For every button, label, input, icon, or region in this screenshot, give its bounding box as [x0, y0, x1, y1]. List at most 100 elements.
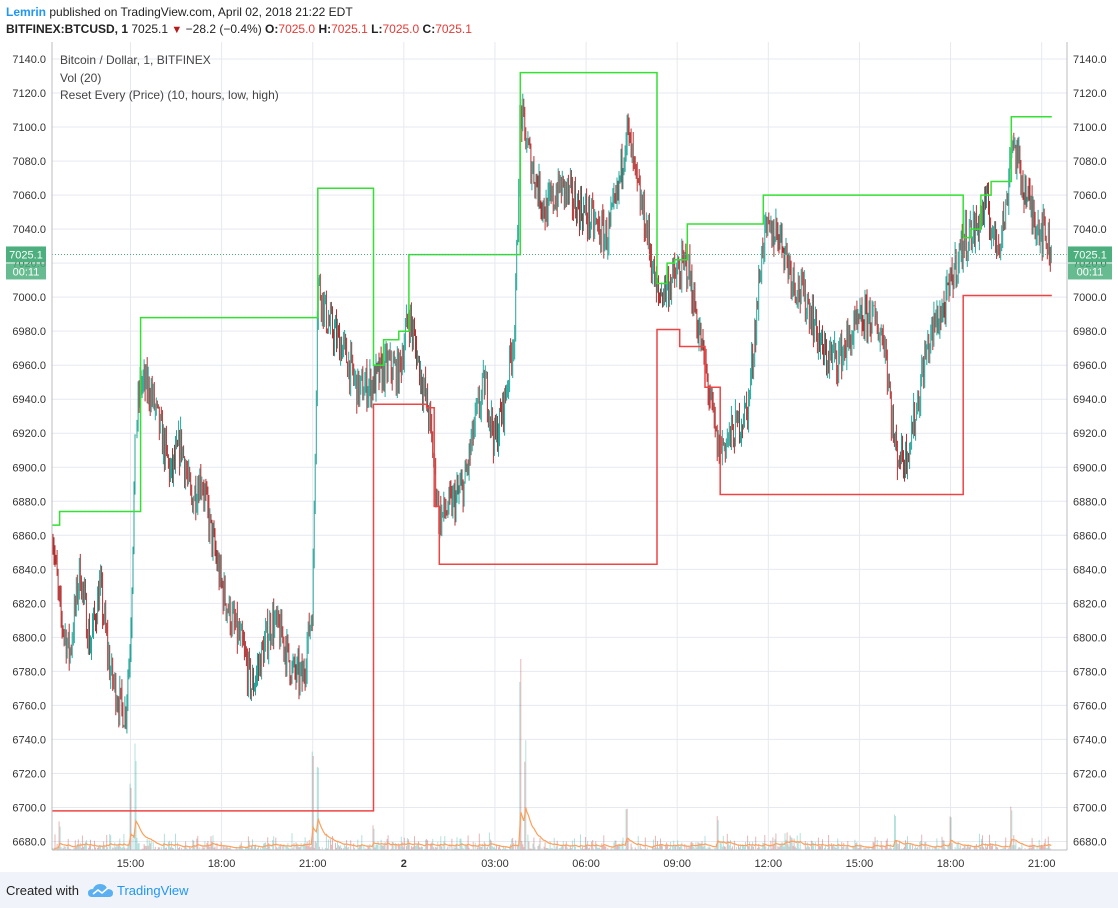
y-tick-label: 6760.0 — [1073, 700, 1107, 712]
y-tick-label: 6800.0 — [12, 632, 46, 644]
volume-ma-line — [51, 807, 1052, 851]
x-tick-label: 2 — [401, 858, 407, 870]
price-badge — [6, 246, 46, 263]
y-tick-label: 7000.0 — [12, 292, 46, 304]
symbol-name: BITFINEX:BTCUSD, 1 — [6, 22, 129, 36]
y-tick-label: 7000.0 — [1073, 292, 1107, 304]
y-tick-label: 6680.0 — [12, 836, 46, 848]
low-value: 7025.0 — [382, 22, 420, 36]
y-tick-label: 7040.0 — [12, 224, 46, 236]
y-tick-label: 7100.0 — [12, 122, 46, 134]
open-label: O: — [265, 22, 279, 36]
y-tick-label: 7120.0 — [1073, 88, 1107, 100]
created-with-text: Created with — [6, 883, 79, 898]
y-tick-label: 7100.0 — [1073, 122, 1107, 134]
y-tick-label: 7040.0 — [1073, 224, 1107, 236]
y-tick-label: 6940.0 — [1073, 394, 1107, 406]
tradingview-cloud-icon[interactable] — [88, 882, 114, 900]
reset-low-line — [52, 294, 1052, 812]
publish-line: Lemrin published on TradingView.com, Apr… — [6, 5, 353, 19]
y-tick-label: 7080.0 — [12, 156, 46, 168]
candles — [51, 93, 1052, 734]
y-tick-label: 6920.0 — [12, 428, 46, 440]
y-tick-label: 6900.0 — [12, 462, 46, 474]
grid — [52, 42, 1067, 850]
price-badge-label: 7025.1 — [9, 249, 43, 261]
x-tick-label: 15:00 — [846, 858, 874, 870]
time-axis[interactable]: 15:00 18:00 21:00 2 03:00 06:00 09:00 12:00 15:0… — [117, 858, 1056, 870]
footer: Created with TradingView — [0, 872, 1118, 908]
legend-indicator: Reset Every (Price) (10, hours, low, hig… — [60, 88, 279, 102]
x-tick-label: 18:00 — [208, 858, 236, 870]
symbol-line: BITFINEX:BTCUSD, 1 7025.1 ▼ −28.2 (−0.4%… — [6, 22, 472, 36]
author-link[interactable]: Lemrin — [6, 5, 47, 19]
y-tick-label: 7060.0 — [12, 190, 46, 202]
countdown-label: 00:11 — [1077, 266, 1104, 278]
y-tick-label: 7140.0 — [12, 54, 46, 66]
y-tick-label: 6840.0 — [1073, 564, 1107, 576]
y-tick-label: 6980.0 — [1073, 326, 1107, 338]
close-label: C: — [422, 22, 436, 36]
high-label: H: — [318, 22, 332, 36]
y-tick-label: 6900.0 — [1073, 462, 1107, 474]
y-tick-label: 6720.0 — [12, 768, 46, 780]
y-tick-label: 6760.0 — [12, 700, 46, 712]
countdown-badge — [1068, 263, 1112, 280]
low-label: L: — [371, 22, 383, 36]
y-tick-label: 6960.0 — [1073, 360, 1107, 372]
down-triangle-icon: ▼ — [171, 24, 183, 36]
reset-high-line — [52, 71, 1052, 526]
y-tick-label: 6680.0 — [1073, 836, 1107, 848]
y-tick-label: 6820.0 — [12, 598, 46, 610]
legend-symbol: Bitcoin / Dollar, 1, BITFINEX — [60, 53, 211, 67]
high-value: 7025.1 — [331, 22, 368, 36]
y-tick-label: 6860.0 — [1073, 530, 1107, 542]
y-tick-label: 7080.0 — [1073, 156, 1107, 168]
y-tick-label: 6940.0 — [12, 394, 46, 406]
y-tick-label: 6700.0 — [12, 802, 46, 814]
legend: Bitcoin / Dollar, 1, BITFINEX Vol (20) R… — [60, 53, 279, 102]
x-tick-label: 15:00 — [117, 858, 145, 870]
x-tick-label: 12:00 — [755, 858, 783, 870]
y-tick-label: 6780.0 — [12, 666, 46, 678]
x-tick-label: 03:00 — [481, 858, 509, 870]
publish-header: Lemrin published on TradingView.com, Apr… — [0, 0, 1118, 42]
price-badge — [1068, 246, 1112, 263]
legend-volume: Vol (20) — [60, 71, 101, 85]
y-axis-left[interactable]: 7140.07120.07100.07080.07060.07040.07020… — [12, 54, 46, 848]
price-badge-label: 7025.1 — [1073, 249, 1107, 261]
y-tick-label: 6960.0 — [12, 360, 46, 372]
y-tick-label: 6880.0 — [12, 496, 46, 508]
tradingview-brand-link[interactable]: TradingView — [117, 883, 189, 898]
y-tick-label: 6980.0 — [12, 326, 46, 338]
countdown-badge — [6, 263, 46, 280]
y-tick-label: 6720.0 — [1073, 768, 1107, 780]
close-value: 7025.1 — [435, 22, 472, 36]
y-tick-label: 6860.0 — [12, 530, 46, 542]
reset-every-lines — [52, 71, 1052, 812]
price-badges: 7025.1 00:11 7025.1 00:11 — [6, 246, 1112, 280]
y-tick-label: 6700.0 — [1073, 802, 1107, 814]
y-tick-label: 6840.0 — [12, 564, 46, 576]
open-value: 7025.0 — [278, 22, 316, 36]
y-tick-label: 6880.0 — [1073, 496, 1107, 508]
publish-info: published on TradingView.com, April 02, … — [49, 5, 353, 19]
x-tick-label: 09:00 — [663, 858, 691, 870]
last-price: 7025.1 — [131, 22, 169, 36]
price-chart[interactable]: 7140.07120.07100.07080.07060.07040.07020… — [0, 42, 1118, 872]
y-tick-label: 6820.0 — [1073, 598, 1107, 610]
y-tick-label: 6780.0 — [1073, 666, 1107, 678]
y-tick-label: 6740.0 — [12, 734, 46, 746]
x-tick-label: 06:00 — [572, 858, 600, 870]
y-tick-label: 6740.0 — [1073, 734, 1107, 746]
x-tick-label: 18:00 — [937, 858, 965, 870]
y-tick-label: 7140.0 — [1073, 54, 1107, 66]
y-tick-label: 6920.0 — [1073, 428, 1107, 440]
y-tick-label: 7120.0 — [12, 88, 46, 100]
price-change: −28.2 (−0.4%) — [185, 22, 262, 36]
y-tick-label: 6800.0 — [1073, 632, 1107, 644]
y-axis-right[interactable]: 7140.07120.07100.07080.07060.07040.07020… — [1073, 54, 1107, 848]
x-tick-label: 21:00 — [1028, 858, 1056, 870]
y-tick-label: 7060.0 — [1073, 190, 1107, 202]
countdown-label: 00:11 — [13, 266, 40, 278]
